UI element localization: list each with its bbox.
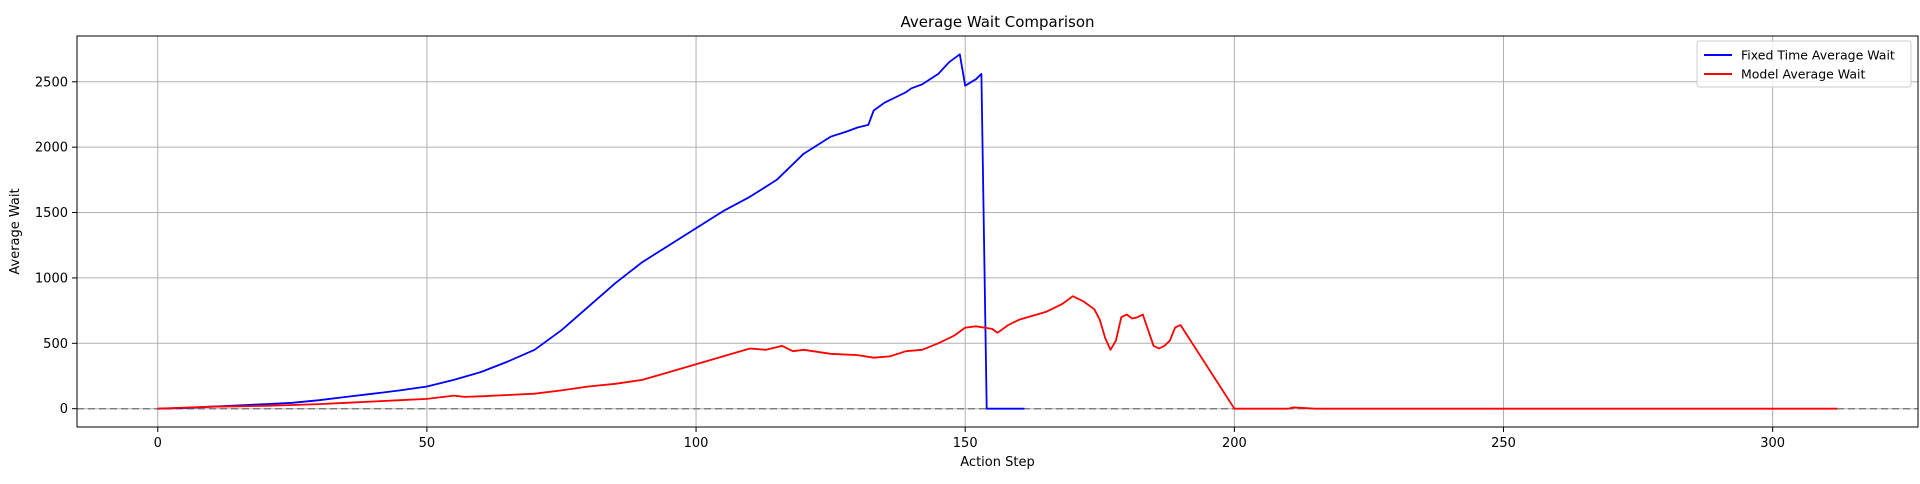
legend-label-1: Fixed Time Average Wait [1741, 48, 1895, 63]
series-line-1 [157, 53, 1025, 410]
x-tick-label: 0 [154, 436, 162, 451]
legend-label-2: Model Average Wait [1741, 67, 1866, 82]
x-tick-label: 150 [953, 436, 978, 451]
x-tick-label: 250 [1491, 436, 1516, 451]
series-line-2 [157, 295, 1838, 410]
legend-box [1696, 40, 1912, 88]
y-tick-label: 500 [43, 337, 68, 352]
legend: Fixed Time Average Wait Model Average Wai… [1696, 40, 1912, 88]
x-axis-ticks: 0 50 100 150 200 250 300 [154, 427, 1785, 451]
y-tick-label: 0 [60, 402, 68, 417]
plot-frame [76, 35, 1919, 428]
x-tick-label: 100 [684, 436, 709, 451]
y-tick-label: 2500 [35, 75, 68, 90]
y-axis-ticks: 0 500 1000 1500 2000 2500 [35, 75, 77, 417]
x-tick-label: 300 [1760, 436, 1785, 451]
grid [77, 36, 1918, 427]
x-axis-label: Action Step [960, 455, 1034, 470]
y-tick-label: 1000 [35, 271, 68, 286]
series-layer [157, 53, 1838, 410]
x-tick-label: 50 [419, 436, 436, 451]
x-tick-label: 200 [1222, 436, 1247, 451]
y-tick-label: 1500 [35, 206, 68, 221]
y-axis-label: Average Wait [8, 188, 23, 274]
y-tick-label: 2000 [35, 141, 68, 156]
chart-title: Average Wait Comparison [900, 13, 1094, 31]
